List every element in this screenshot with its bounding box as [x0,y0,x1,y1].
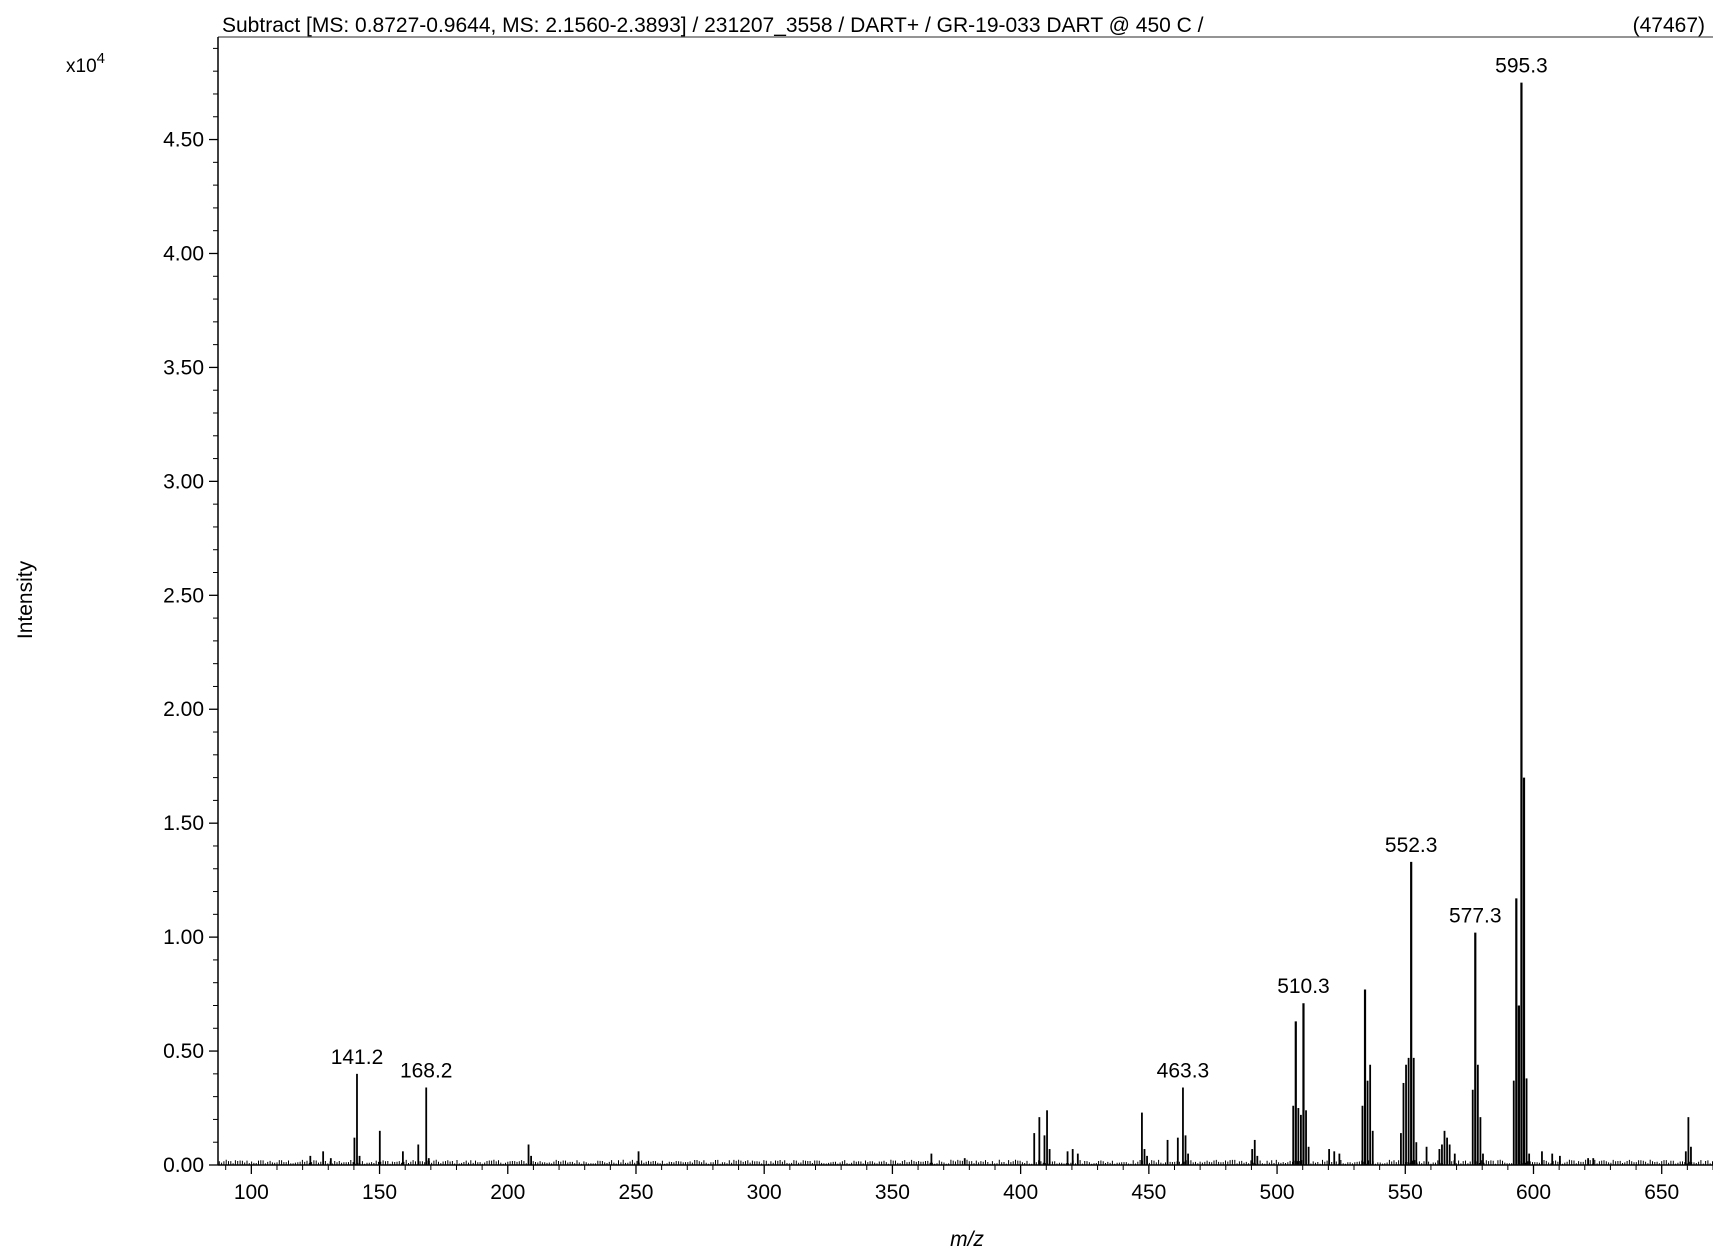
x-tick-label: 250 [618,1181,653,1204]
peak-label: 552.3 [1385,834,1438,857]
y-tick-label: 1.00 [163,926,204,949]
spectrum-peaks [309,82,1692,1165]
x-axis-ticks: 100 150 200 250 300 350 400 450 500 550 600 650 [225,1165,1713,1204]
y-axis-ticks: 0.00 0.50 1.00 1.50 2.00 2.50 3.00 3.50 4.00 4.50 [163,47,218,1177]
peak-label: 463.3 [1157,1060,1210,1083]
y-multiplier-exponent: 4 [97,50,105,67]
noise-trace [218,1159,1713,1165]
x-tick-label: 300 [747,1181,782,1204]
y-tick-label: 2.00 [163,698,204,721]
y-tick-label: 3.50 [163,356,204,379]
y-tick-label: 1.50 [163,812,204,835]
x-tick-label: 400 [1003,1181,1038,1204]
y-tick-label: 3.00 [163,470,204,493]
x-tick-label: 350 [875,1181,910,1204]
y-tick-label: 0.00 [163,1154,204,1177]
peak-label: 510.3 [1277,975,1330,998]
peak-labels: 141.2 168.2 463.3 510.3 552.3 577.3 595.3 [331,55,1548,1083]
y-tick-label: 4.00 [163,242,204,265]
y-axis-label: Intensity [14,560,37,639]
baseline-noise [218,1159,1713,1165]
x-tick-label: 500 [1260,1181,1295,1204]
peak-label: 141.2 [331,1046,384,1069]
peak-label: 577.3 [1449,905,1502,928]
max-intensity-label: (47467) [1633,14,1705,37]
x-tick-label: 450 [1131,1181,1166,1204]
peak-label: 595.3 [1495,55,1548,78]
x-tick-label: 100 [234,1181,269,1204]
x-axis-label: m/z [950,1228,984,1251]
y-multiplier-base: x10 [66,56,97,77]
y-tick-label: 4.50 [163,129,204,152]
x-tick-label: 550 [1388,1181,1423,1204]
y-tick-label: 2.50 [163,584,204,607]
chart-title: Subtract [MS: 0.8727-0.9644, MS: 2.1560-… [222,14,1204,37]
x-tick-label: 650 [1644,1181,1679,1204]
x-tick-label: 150 [362,1181,397,1204]
x-tick-label: 200 [490,1181,525,1204]
y-tick-label: 0.50 [163,1040,204,1063]
x-tick-label: 600 [1516,1181,1551,1204]
y-multiplier: x104 [66,50,105,77]
peak-label: 168.2 [400,1060,453,1083]
